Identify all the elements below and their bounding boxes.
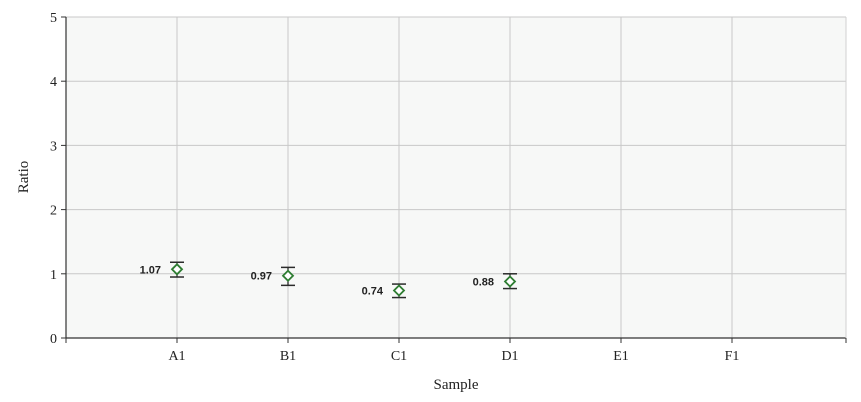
- x-tick-label: E1: [613, 349, 629, 364]
- diamond-marker: [503, 275, 517, 288]
- y-tick-labels: 0 1 2 3 4 5: [50, 11, 57, 347]
- x-axis-title: Sample: [434, 377, 479, 393]
- y-tick-label: 2: [50, 204, 57, 219]
- x-tick-label: F1: [725, 349, 740, 364]
- data-point-d1: 0.88: [473, 273, 517, 290]
- data-point-c1: 0.74: [362, 283, 406, 299]
- x-tick-label: D1: [501, 349, 518, 364]
- data-label: 0.88: [473, 277, 494, 289]
- data-point-a1: 1.07: [140, 261, 184, 278]
- y-tick-label: 1: [50, 268, 57, 283]
- y-tick-label: 4: [50, 75, 57, 90]
- y-tick-label: 3: [50, 139, 57, 154]
- y-tick-label: 5: [50, 11, 57, 26]
- x-tick-label: C1: [391, 349, 407, 364]
- diamond-marker: [392, 284, 406, 297]
- y-axis-title: Ratio: [16, 161, 32, 194]
- axes: [61, 16, 847, 343]
- x-tick-label: A1: [168, 349, 185, 364]
- y-tick-label: 0: [50, 332, 57, 347]
- x-tick-label: B1: [280, 349, 296, 364]
- data-label: 0.74: [362, 285, 384, 297]
- diamond-marker: [170, 263, 184, 276]
- data-point-b1: 0.97: [251, 266, 295, 287]
- x-tick-labels: A1 B1 C1 D1 E1 F1: [168, 349, 739, 364]
- plot-area: [66, 17, 846, 338]
- diamond-marker: [281, 269, 295, 282]
- gridlines: [66, 16, 846, 338]
- data-series: 1.07 0.97 0.74 0.88: [140, 261, 517, 299]
- data-label: 0.97: [251, 271, 272, 283]
- data-label: 1.07: [140, 264, 161, 276]
